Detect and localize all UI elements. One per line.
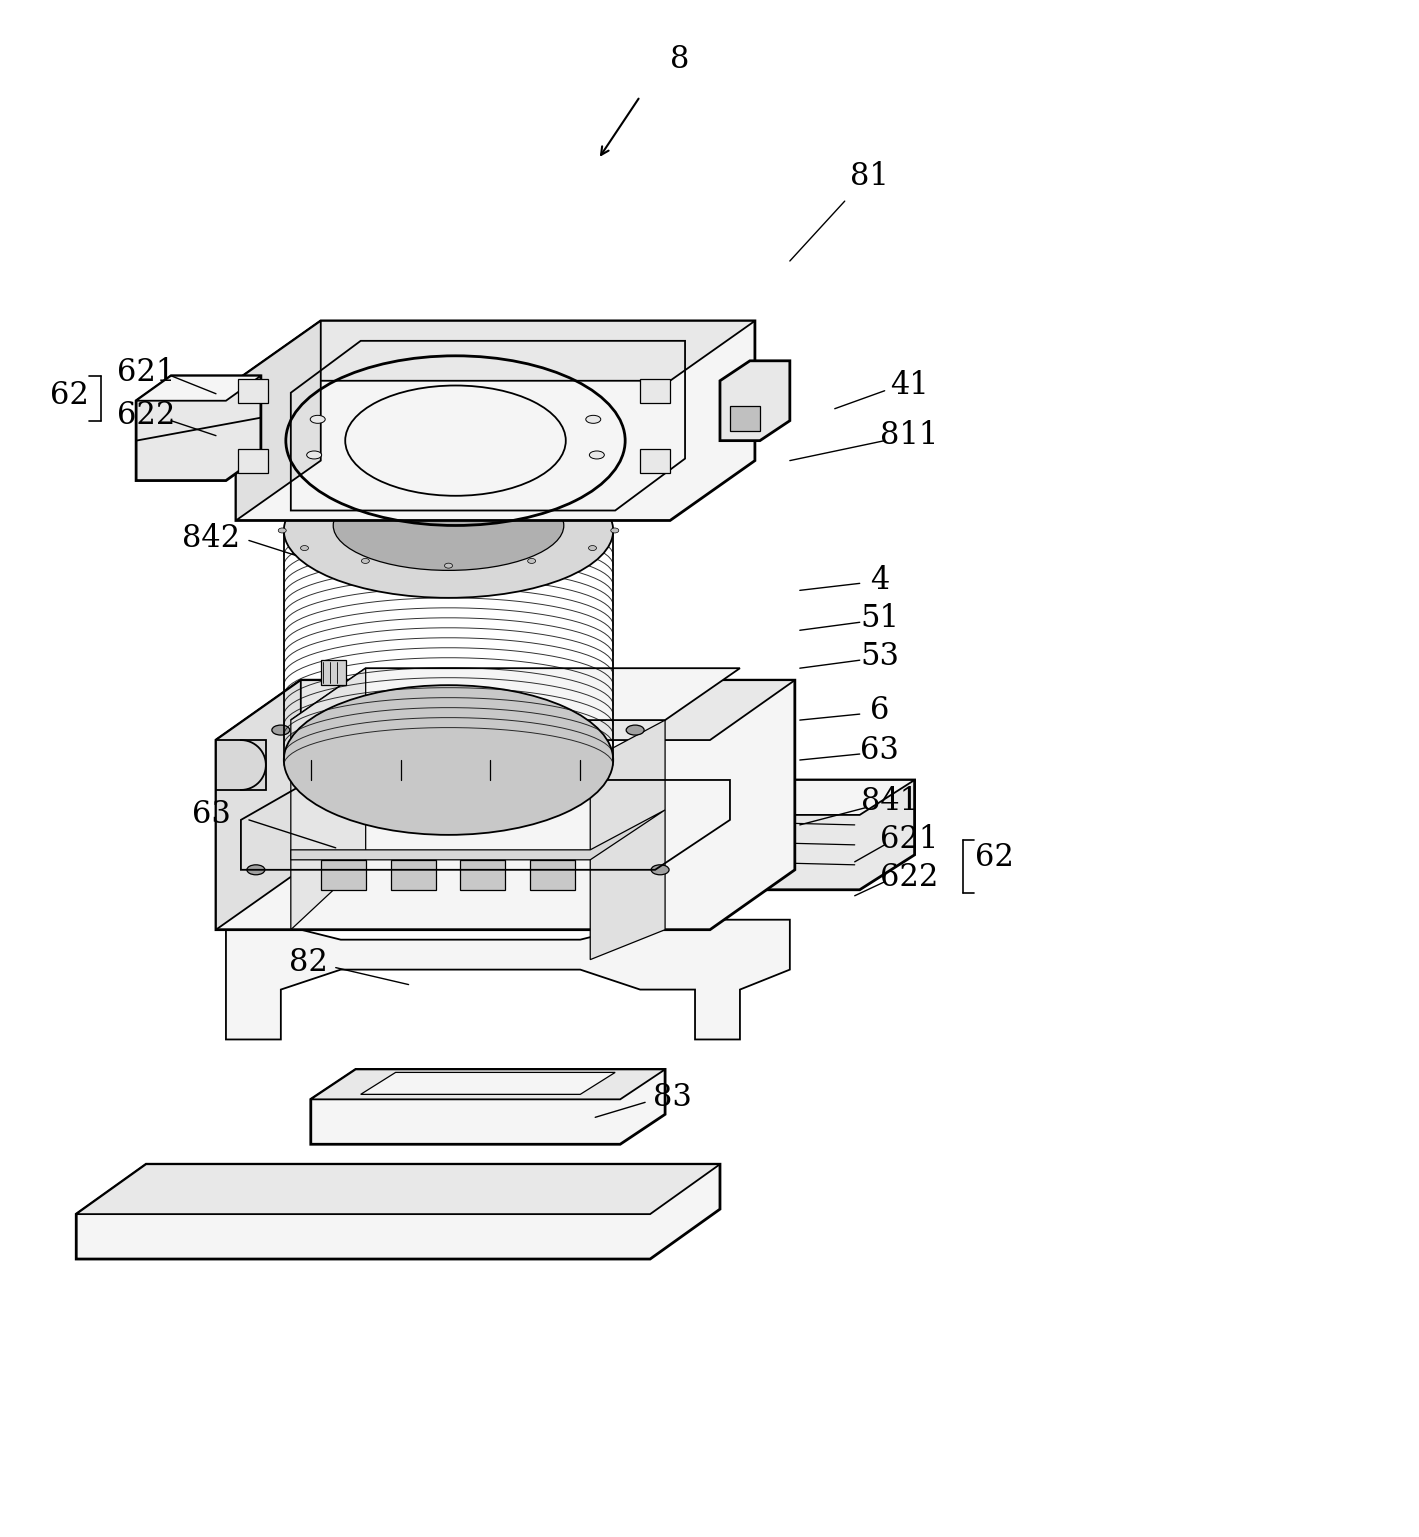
Ellipse shape xyxy=(444,563,453,569)
Ellipse shape xyxy=(362,498,369,503)
Ellipse shape xyxy=(589,450,604,460)
Ellipse shape xyxy=(610,529,619,533)
Text: 622: 622 xyxy=(880,862,939,893)
Polygon shape xyxy=(360,1073,616,1094)
Text: 4: 4 xyxy=(870,566,890,596)
Ellipse shape xyxy=(284,463,613,598)
Polygon shape xyxy=(216,681,301,930)
Polygon shape xyxy=(321,661,346,686)
Polygon shape xyxy=(729,406,761,430)
Polygon shape xyxy=(216,681,795,930)
Ellipse shape xyxy=(247,865,265,875)
Ellipse shape xyxy=(626,725,644,735)
Polygon shape xyxy=(236,321,321,521)
Polygon shape xyxy=(238,449,268,472)
Text: 63: 63 xyxy=(192,799,230,830)
Polygon shape xyxy=(719,361,790,441)
Polygon shape xyxy=(719,779,790,815)
Polygon shape xyxy=(236,321,755,381)
Text: 62: 62 xyxy=(975,842,1015,873)
Polygon shape xyxy=(640,378,670,403)
Polygon shape xyxy=(136,375,261,481)
Polygon shape xyxy=(238,378,268,403)
Polygon shape xyxy=(77,1164,719,1214)
Polygon shape xyxy=(216,681,795,739)
Ellipse shape xyxy=(589,510,596,515)
Text: 622: 622 xyxy=(116,400,176,432)
Text: 51: 51 xyxy=(860,603,900,633)
Text: 842: 842 xyxy=(182,523,240,553)
Polygon shape xyxy=(236,321,755,521)
Text: 82: 82 xyxy=(289,947,328,978)
Ellipse shape xyxy=(301,510,308,515)
Polygon shape xyxy=(136,375,261,401)
Ellipse shape xyxy=(278,529,287,533)
Text: 841: 841 xyxy=(860,787,918,818)
Text: 41: 41 xyxy=(890,370,929,401)
Polygon shape xyxy=(291,810,666,859)
Text: 62: 62 xyxy=(50,380,89,412)
Text: 63: 63 xyxy=(860,735,900,765)
Polygon shape xyxy=(77,1164,719,1259)
Polygon shape xyxy=(590,721,666,959)
Polygon shape xyxy=(291,669,739,721)
Polygon shape xyxy=(216,739,265,790)
Text: 81: 81 xyxy=(850,161,890,192)
Ellipse shape xyxy=(307,450,322,460)
Ellipse shape xyxy=(444,493,453,498)
Ellipse shape xyxy=(586,415,600,423)
Ellipse shape xyxy=(362,558,369,564)
Ellipse shape xyxy=(528,498,535,503)
Polygon shape xyxy=(311,1070,666,1099)
Text: 811: 811 xyxy=(880,420,939,452)
Polygon shape xyxy=(226,919,790,1039)
Polygon shape xyxy=(321,859,366,890)
Ellipse shape xyxy=(345,386,566,496)
Polygon shape xyxy=(640,449,670,472)
Ellipse shape xyxy=(301,546,308,550)
Text: 621: 621 xyxy=(116,357,176,389)
Polygon shape xyxy=(291,669,366,930)
Polygon shape xyxy=(461,859,505,890)
Text: 53: 53 xyxy=(860,641,900,672)
Text: 621: 621 xyxy=(880,824,939,856)
Polygon shape xyxy=(311,1070,666,1144)
Ellipse shape xyxy=(272,725,289,735)
Ellipse shape xyxy=(333,481,563,570)
Ellipse shape xyxy=(651,865,670,875)
Ellipse shape xyxy=(528,558,535,564)
Text: 8: 8 xyxy=(670,45,690,75)
Polygon shape xyxy=(640,779,915,815)
Ellipse shape xyxy=(589,546,596,550)
Polygon shape xyxy=(640,779,915,890)
Polygon shape xyxy=(390,859,436,890)
Text: 83: 83 xyxy=(653,1082,691,1113)
Ellipse shape xyxy=(284,686,613,835)
Ellipse shape xyxy=(311,415,325,423)
Polygon shape xyxy=(531,859,575,890)
Text: 6: 6 xyxy=(870,695,890,725)
